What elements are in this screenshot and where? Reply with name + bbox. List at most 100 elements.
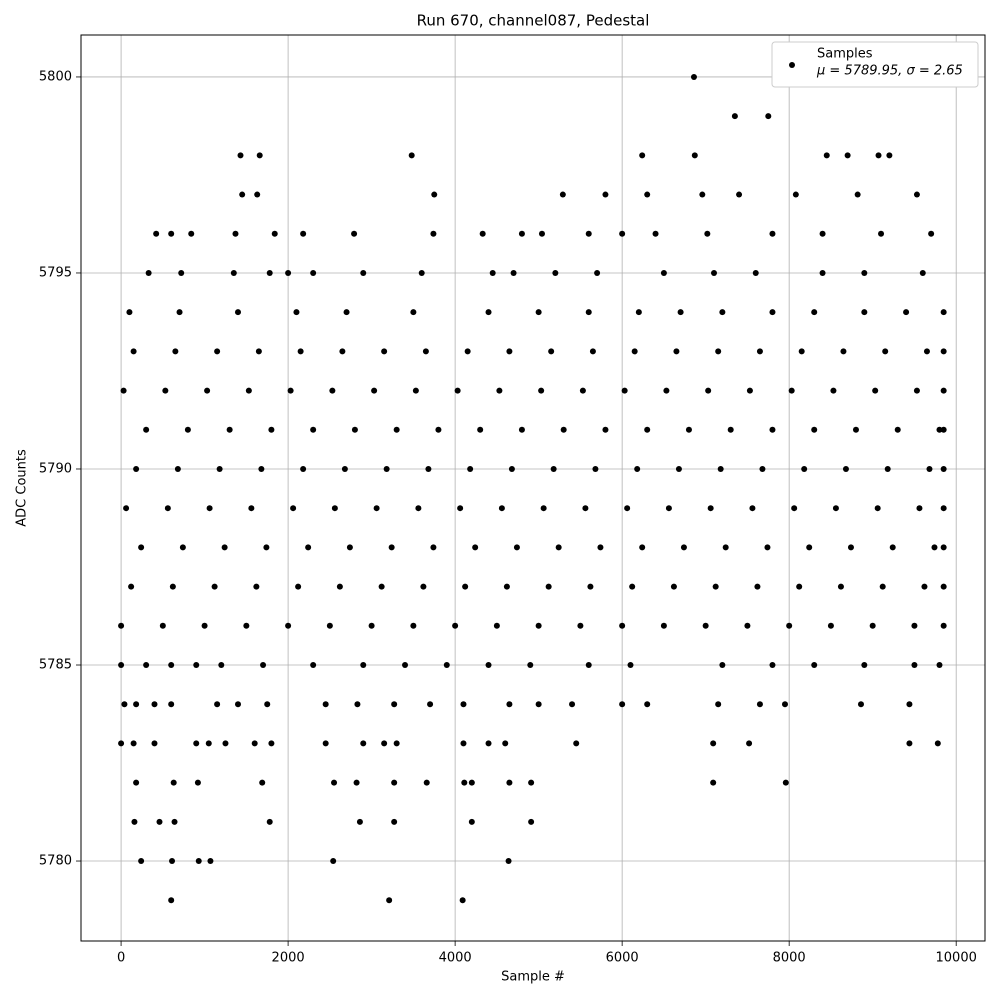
point [435, 426, 442, 433]
point [331, 779, 338, 786]
point [629, 583, 636, 590]
point [386, 897, 393, 904]
point [811, 309, 818, 316]
point [331, 505, 338, 512]
point [266, 269, 273, 276]
point [878, 230, 885, 237]
x-tick-label: 0 [117, 951, 125, 966]
point [589, 348, 596, 355]
point [310, 662, 317, 669]
point [756, 701, 763, 708]
point [454, 387, 461, 394]
point [528, 818, 535, 825]
point [412, 387, 419, 394]
point [786, 622, 793, 629]
point [193, 740, 200, 747]
y-tick-label: 5800 [39, 69, 72, 84]
point [143, 426, 150, 433]
point [639, 152, 646, 159]
point [506, 348, 513, 355]
point [872, 387, 879, 394]
legend-stats: μ = 5789.95, σ = 2.65 [816, 64, 963, 79]
point [940, 583, 947, 590]
point [360, 269, 367, 276]
point [206, 505, 213, 512]
point [707, 505, 714, 512]
point [159, 622, 166, 629]
point [903, 309, 910, 316]
point [343, 309, 350, 316]
point [913, 387, 920, 394]
point [811, 426, 818, 433]
point [798, 348, 805, 355]
point [410, 622, 417, 629]
point [498, 505, 505, 512]
x-tick-label: 2000 [272, 951, 305, 966]
point [430, 230, 437, 237]
point [368, 622, 375, 629]
point [538, 387, 545, 394]
point [582, 505, 589, 512]
point [393, 426, 400, 433]
point [266, 818, 273, 825]
point [585, 662, 592, 669]
point [940, 544, 947, 551]
point [293, 309, 300, 316]
point [923, 348, 930, 355]
point [218, 662, 225, 669]
point [665, 505, 672, 512]
chart-title: Run 670, channel087, Pedestal [417, 12, 650, 30]
point [391, 701, 398, 708]
point [705, 387, 712, 394]
point [268, 740, 275, 747]
point [934, 740, 941, 747]
point [806, 544, 813, 551]
point [792, 191, 799, 198]
point [461, 779, 468, 786]
point [505, 858, 512, 865]
point [423, 779, 430, 786]
point [940, 505, 947, 512]
point [221, 544, 228, 551]
point [174, 465, 181, 472]
point [594, 269, 601, 276]
point [627, 662, 634, 669]
point [239, 191, 246, 198]
point [819, 230, 826, 237]
point [408, 152, 415, 159]
point [710, 779, 717, 786]
point [842, 465, 849, 472]
point [427, 701, 434, 708]
point [371, 387, 378, 394]
point [226, 426, 233, 433]
point [811, 662, 818, 669]
point [381, 740, 388, 747]
point [926, 465, 933, 472]
point [913, 191, 920, 198]
point [801, 465, 808, 472]
point [194, 779, 201, 786]
point [418, 269, 425, 276]
point [253, 583, 260, 590]
point [861, 662, 868, 669]
point [230, 269, 237, 276]
point [711, 269, 718, 276]
point [153, 230, 160, 237]
point [699, 191, 706, 198]
point [527, 662, 534, 669]
point [178, 269, 185, 276]
point [310, 426, 317, 433]
point [874, 505, 881, 512]
point [719, 662, 726, 669]
point [322, 701, 329, 708]
point [906, 701, 913, 708]
point [232, 230, 239, 237]
point [234, 309, 241, 316]
point [204, 387, 211, 394]
point [592, 465, 599, 472]
point [619, 230, 626, 237]
point [869, 622, 876, 629]
point [410, 309, 417, 316]
point [639, 544, 646, 551]
point [300, 230, 307, 237]
